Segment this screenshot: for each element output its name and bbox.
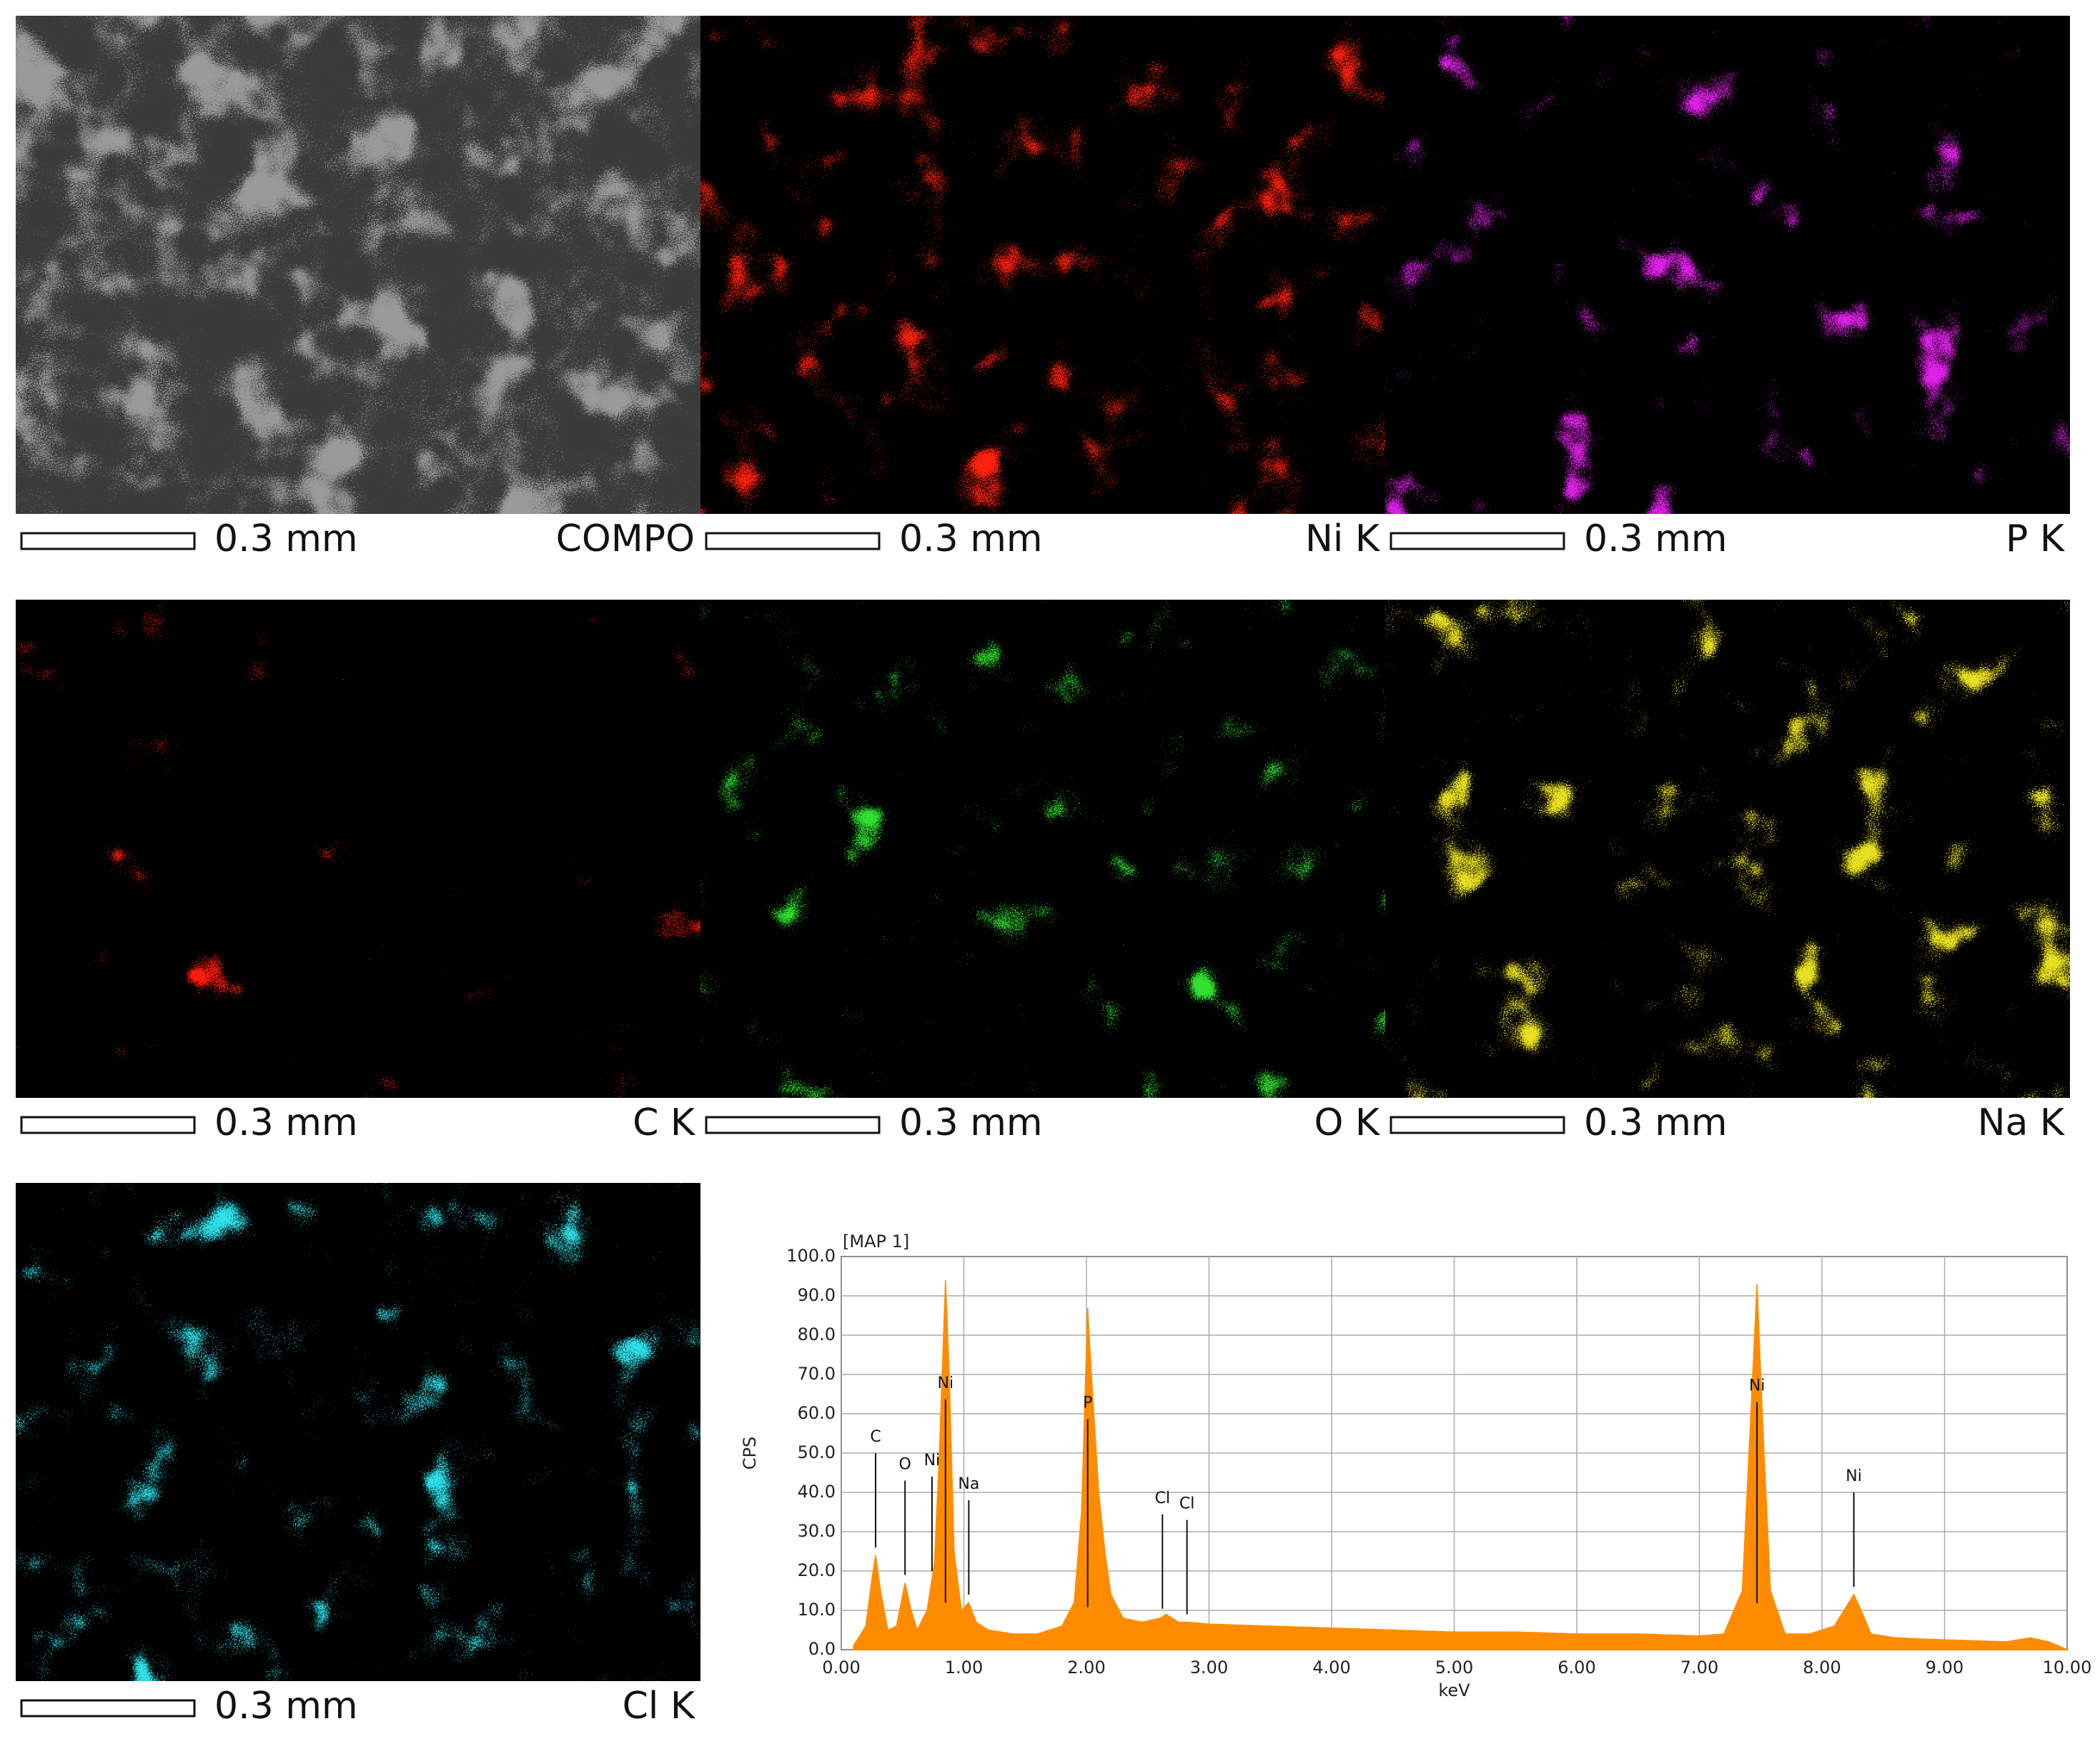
x-tick-label: 7.00 [1680,1658,1718,1678]
peak-label: C [870,1428,881,1446]
peak-label: Ni [1749,1377,1765,1395]
x-axis-label: keV [1438,1680,1470,1700]
x-tick-label: 5.00 [1435,1658,1473,1678]
peak-label: Ni [1846,1467,1862,1485]
map-label: P K [2006,517,2066,560]
x-tick-label: 3.00 [1190,1658,1228,1678]
scale-bar [705,1116,881,1134]
scale-label: 0.3 mm [214,517,358,560]
scale-label: 0.3 mm [899,517,1043,560]
y-tick-label: 10.0 [798,1600,836,1620]
y-tick-label: 70.0 [798,1364,836,1384]
scale-label: 0.3 mm [1584,517,1728,560]
chart-title: [MAP 1] [843,1232,909,1252]
map-label: O K [1314,1101,1380,1144]
x-tick-label: 10.00 [2043,1658,2092,1678]
x-tick-label: 6.00 [1557,1658,1595,1678]
peak-label: Ni [924,1452,941,1470]
peak-label: Cl [1179,1495,1194,1513]
element-map [16,16,700,514]
scale-bar [1390,1116,1565,1134]
scale-bar [20,1116,196,1134]
peak-label: O [899,1456,911,1474]
scale-bar [20,1699,196,1718]
x-tick-label: 9.00 [1926,1658,1963,1678]
scale-label: 0.3 mm [1584,1101,1728,1144]
peak-label: P [1083,1394,1092,1412]
y-tick-label: 20.0 [798,1560,836,1580]
element-map [700,600,1385,1098]
map-label: Na K [1978,1101,2066,1144]
peak-label: Ni [937,1374,954,1392]
element-map [16,1183,700,1681]
map-label: Cl K [623,1685,696,1728]
peak-label: Na [958,1475,979,1493]
scale-label: 0.3 mm [214,1101,358,1144]
x-tick-label: 2.00 [1067,1658,1105,1678]
x-tick-label: 0.00 [822,1658,860,1678]
y-tick-label: 90.0 [798,1285,836,1305]
element-map [16,600,700,1098]
element-map [700,16,1385,514]
y-tick-label: 100.0 [786,1246,836,1266]
scale-bar [1390,532,1565,550]
spectrum-area [853,1279,2068,1650]
y-tick-label: 0.0 [808,1639,836,1659]
x-tick-label: 8.00 [1803,1658,1841,1678]
y-tick-label: 60.0 [798,1403,836,1423]
y-axis-label: CPS [740,1437,760,1470]
y-tick-label: 30.0 [798,1521,836,1541]
scale-label: 0.3 mm [214,1685,358,1728]
map-label: C K [633,1101,696,1144]
scale-bar [705,532,881,550]
x-tick-label: 4.00 [1312,1658,1350,1678]
map-label: COMPO [556,517,695,560]
element-map [1385,600,2070,1098]
y-tick-label: 80.0 [798,1324,836,1344]
y-tick-label: 50.0 [798,1442,836,1462]
scale-label: 0.3 mm [899,1101,1043,1144]
peak-label: Cl [1155,1490,1170,1507]
scale-bar [20,532,196,550]
x-tick-label: 1.00 [945,1658,983,1678]
y-tick-label: 40.0 [798,1482,836,1502]
element-map [1385,16,2070,514]
map-label: Ni K [1305,517,1381,560]
